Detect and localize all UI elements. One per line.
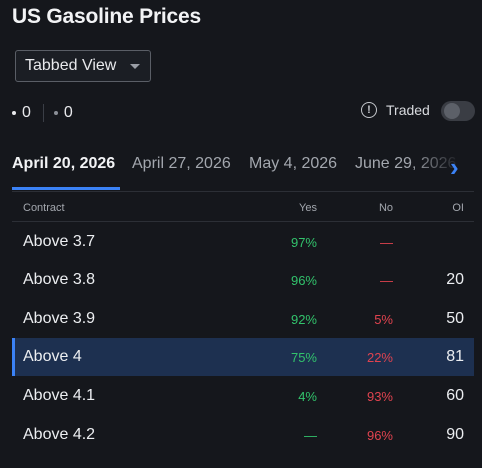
no-price[interactable]: —	[380, 273, 393, 288]
counter-first-value: 0	[22, 104, 31, 121]
open-interest: 20	[446, 271, 464, 288]
dot-icon	[12, 111, 16, 115]
tab-april-27[interactable]: April 27, 2026	[132, 155, 231, 172]
no-price[interactable]: 93%	[366, 389, 393, 404]
table-row-selected[interactable]: Above 4 75% 22% 81	[12, 338, 474, 376]
yes-price[interactable]: 97%	[290, 235, 317, 250]
open-interest: 90	[446, 426, 464, 443]
table-header: Contract Yes No OI	[12, 192, 474, 222]
table-row[interactable]: Above 3.9 92% 5% 50	[12, 300, 474, 338]
contract-name: Above 4.2	[23, 426, 96, 443]
selected-indicator	[12, 338, 15, 376]
counter-second-value: 0	[63, 104, 73, 121]
header-yes: Yes	[299, 202, 317, 214]
header-no: No	[378, 202, 393, 214]
chevron-right-icon[interactable]: ›	[450, 152, 459, 182]
no-price[interactable]: 5%	[374, 312, 393, 327]
yes-price[interactable]: 75%	[290, 350, 317, 365]
yes-price[interactable]: 96%	[290, 273, 317, 288]
open-interest: 60	[446, 387, 464, 404]
no-price[interactable]: 22%	[366, 350, 393, 365]
counter-first: 0	[12, 104, 31, 122]
divider	[12, 191, 474, 192]
counter-second: 0	[53, 104, 73, 122]
no-price[interactable]: 96%	[366, 428, 393, 443]
traded-label: Traded	[386, 102, 430, 118]
view-select[interactable]: Tabbed View	[15, 50, 151, 82]
contract-name: Above 4.1	[23, 387, 96, 404]
yes-price[interactable]: 4%	[298, 389, 317, 404]
open-interest: 50	[446, 310, 464, 327]
contract-name: Above 3.9	[23, 310, 96, 327]
table-row[interactable]: Above 4.2 — 96% 90	[12, 416, 474, 454]
active-tab-indicator	[12, 187, 120, 190]
contract-name: Above 4	[23, 348, 82, 365]
table-row[interactable]: Above 4.1 4% 93% 60	[12, 377, 474, 415]
traded-filter: ! Traded	[361, 102, 430, 118]
info-icon[interactable]: !	[361, 102, 377, 118]
caret-down-icon	[130, 64, 140, 69]
traded-toggle[interactable]	[441, 101, 475, 121]
contract-name: Above 3.7	[23, 233, 96, 250]
dot-icon	[53, 111, 58, 115]
tabs-fade	[410, 145, 482, 189]
yes-price[interactable]: —	[304, 428, 317, 443]
divider	[42, 104, 44, 122]
tab-may-4[interactable]: May 4, 2026	[249, 155, 338, 172]
header-oi: OI	[452, 202, 464, 214]
no-price[interactable]: —	[380, 235, 393, 250]
date-tabs: April 20, 2026 April 27, 2026 May 4, 202…	[0, 145, 482, 191]
table-row[interactable]: Above 3.7 97% —	[12, 223, 474, 261]
view-select-value: Tabbed View	[25, 57, 117, 74]
toggle-knob	[444, 103, 460, 119]
tab-april-20[interactable]: April 20, 2026	[12, 155, 116, 172]
contract-name: Above 3.8	[23, 271, 96, 288]
open-interest: 81	[446, 348, 464, 365]
page-title: US Gasoline Prices	[12, 5, 201, 28]
table-row[interactable]: Above 3.8 96% — 20	[12, 261, 474, 299]
counters: 0 0	[12, 104, 73, 122]
yes-price[interactable]: 92%	[290, 312, 317, 327]
header-contract: Contract	[23, 202, 65, 214]
